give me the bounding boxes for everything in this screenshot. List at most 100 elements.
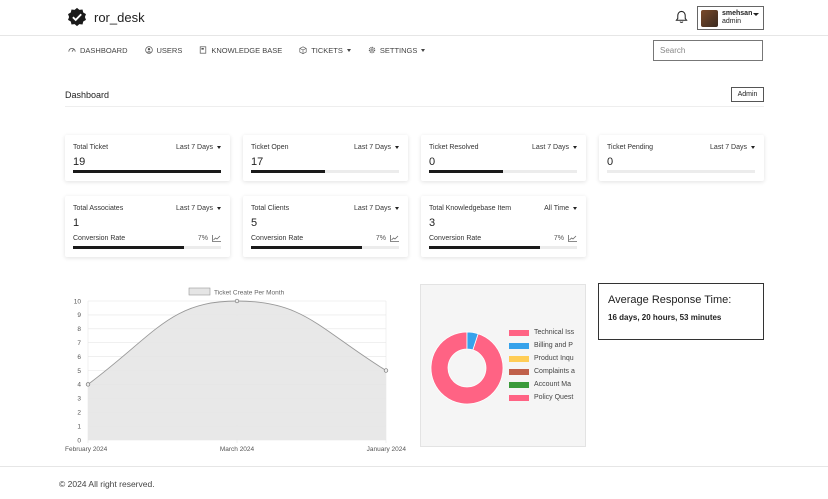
- legend-item[interactable]: Billing and P: [509, 342, 573, 349]
- conversion-rate: 7%: [554, 235, 577, 242]
- nav-knowledge-base[interactable]: KNOWLEDGE BASE: [199, 44, 282, 56]
- period-label: Last 7 Days: [710, 144, 747, 151]
- chevron-down-icon: [751, 146, 755, 149]
- progress-fill: [429, 246, 540, 249]
- conversion-pct: 7%: [553, 235, 564, 242]
- admin-button[interactable]: Admin: [731, 87, 764, 102]
- gear-icon: [368, 46, 376, 54]
- legend-label: Ticket Create Per Month: [214, 290, 285, 297]
- chevron-down-icon: [346, 48, 351, 52]
- doughnut-chart: [430, 331, 504, 405]
- progress-fill: [73, 246, 184, 249]
- progress-bar: [73, 246, 221, 249]
- chevron-down-icon: [217, 146, 221, 149]
- period-label: Last 7 Days: [354, 205, 391, 212]
- stat-title: Ticket Pending: [607, 144, 654, 151]
- data-point: [85, 382, 91, 387]
- period-dropdown[interactable]: All Time: [544, 205, 577, 212]
- period-dropdown[interactable]: Last 7 Days: [532, 144, 577, 151]
- nav-tickets[interactable]: TICKETS: [299, 44, 351, 56]
- chevron-down-icon: [395, 146, 399, 149]
- stat-value: 3: [429, 217, 436, 229]
- conversion-label: Conversion Rate: [73, 235, 126, 242]
- y-tick-label: 10: [74, 298, 82, 305]
- legend-swatch: [509, 381, 529, 388]
- top-bar: ror_desk smehsan admin: [0, 0, 828, 36]
- period-dropdown[interactable]: Last 7 Days: [176, 205, 221, 212]
- y-tick-label: 7: [77, 340, 81, 347]
- trend-chart-icon: [568, 235, 577, 242]
- progress-bar: [607, 170, 755, 173]
- legend-item[interactable]: Account Ma: [509, 381, 571, 388]
- y-tick-label: 0: [77, 437, 81, 444]
- stat-card-total-associates: Total Associates Last 7 Days 1 Conversio…: [65, 196, 230, 257]
- period-dropdown[interactable]: Last 7 Days: [176, 144, 221, 151]
- stat-card-total-knowledgebase: Total Knowledgebase Item All Time 3 Conv…: [421, 196, 586, 257]
- nav-label: KNOWLEDGE BASE: [211, 45, 283, 55]
- stat-card-total-clients: Total Clients Last 7 Days 5 Conversion R…: [243, 196, 408, 257]
- pie-slice: [430, 331, 504, 405]
- legend-item[interactable]: Policy Quest: [509, 394, 573, 401]
- pie-slice: [466, 331, 479, 351]
- period-label: Last 7 Days: [176, 205, 213, 212]
- page-title: Dashboard: [65, 90, 110, 100]
- nav-settings[interactable]: SETTINGS: [368, 44, 426, 56]
- divider: [65, 106, 764, 107]
- user-menu[interactable]: smehsan admin: [697, 6, 764, 30]
- progress-bar: [429, 246, 577, 249]
- period-label: Last 7 Days: [176, 144, 213, 151]
- legend-item[interactable]: Complaints a: [509, 368, 575, 375]
- box-icon: [299, 46, 307, 54]
- legend-swatch: [188, 287, 211, 296]
- conversion-pct: 7%: [375, 235, 386, 242]
- legend-label: Product Inqu: [534, 355, 574, 362]
- conversion-label: Conversion Rate: [429, 235, 482, 242]
- footer-divider: [0, 466, 828, 467]
- legend-label: Complaints a: [534, 368, 575, 375]
- bell-icon[interactable]: [675, 10, 688, 24]
- chevron-down-icon: [421, 48, 426, 52]
- y-tick-label: 6: [77, 354, 81, 361]
- stat-value: 5: [251, 217, 258, 229]
- avatar: [701, 9, 718, 27]
- footer-text: © 2024 All right reserved.: [59, 479, 155, 489]
- nav-label: SETTINGS: [379, 45, 418, 55]
- stat-value: 19: [73, 156, 86, 168]
- x-tick-label: January 2024: [367, 446, 407, 453]
- user-role: admin: [722, 18, 742, 25]
- period-dropdown[interactable]: Last 7 Days: [354, 144, 399, 151]
- x-tick-label: March 2024: [220, 446, 255, 453]
- progress-fill: [251, 170, 325, 173]
- stat-value: 0: [429, 156, 436, 168]
- stat-title: Total Ticket: [73, 144, 109, 151]
- legend-swatch: [509, 394, 529, 401]
- y-tick-label: 8: [77, 326, 81, 333]
- stat-title: Total Associates: [73, 205, 124, 212]
- area-fill: [88, 301, 386, 440]
- y-tick-label: 1: [77, 423, 81, 430]
- nav-label: DASHBOARD: [80, 45, 128, 55]
- period-dropdown[interactable]: Last 7 Days: [354, 205, 399, 212]
- y-tick-label: 9: [77, 312, 81, 319]
- data-point: [234, 298, 240, 304]
- legend-swatch: [509, 342, 529, 349]
- nav-dashboard[interactable]: DASHBOARD: [68, 44, 128, 56]
- book-icon: [200, 46, 207, 54]
- legend-swatch: [509, 329, 529, 336]
- art-title: Average Response Time:: [608, 294, 732, 306]
- stat-title: Ticket Open: [251, 144, 289, 151]
- legend-item[interactable]: Product Inqu: [509, 355, 574, 362]
- legend-item[interactable]: Technical Iss: [509, 329, 574, 336]
- conversion-label: Conversion Rate: [251, 235, 304, 242]
- brand[interactable]: ror_desk: [66, 6, 145, 28]
- stat-card-total-ticket: Total Ticket Last 7 Days 19: [65, 135, 230, 181]
- x-tick-label: February 2024: [65, 446, 108, 453]
- search-input[interactable]: [653, 40, 763, 61]
- stat-title: Total Knowledgebase Item: [429, 205, 512, 212]
- nav-users[interactable]: USERS: [144, 44, 182, 56]
- legend-swatch: [509, 368, 529, 375]
- stat-card-ticket-open: Ticket Open Last 7 Days 17: [243, 135, 408, 181]
- period-dropdown[interactable]: Last 7 Days: [710, 144, 755, 151]
- chevron-down-icon: [573, 207, 577, 210]
- chevron-down-icon: [573, 146, 577, 149]
